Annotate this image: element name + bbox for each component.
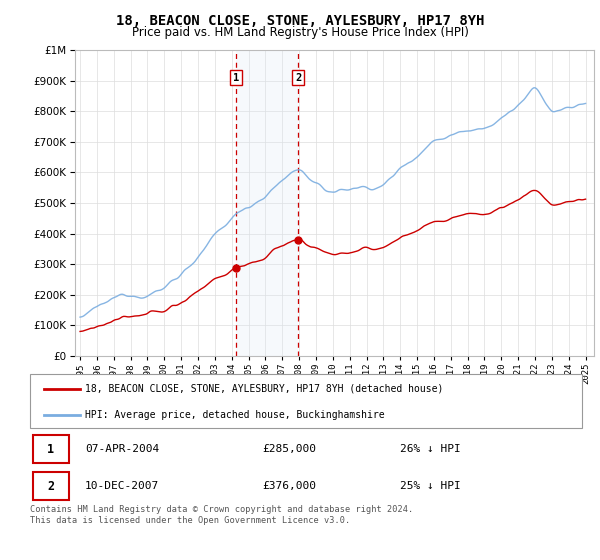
Text: 25% ↓ HPI: 25% ↓ HPI <box>400 481 461 491</box>
Text: 2: 2 <box>47 479 54 493</box>
Text: 10-DEC-2007: 10-DEC-2007 <box>85 481 160 491</box>
FancyBboxPatch shape <box>30 374 582 428</box>
Text: £376,000: £376,000 <box>262 481 316 491</box>
Text: 26% ↓ HPI: 26% ↓ HPI <box>400 444 461 454</box>
Text: 1: 1 <box>233 73 239 83</box>
Text: 18, BEACON CLOSE, STONE, AYLESBURY, HP17 8YH: 18, BEACON CLOSE, STONE, AYLESBURY, HP17… <box>116 14 484 28</box>
Text: Contains HM Land Registry data © Crown copyright and database right 2024.
This d: Contains HM Land Registry data © Crown c… <box>30 505 413 525</box>
Text: 1: 1 <box>47 442 54 456</box>
Bar <box>236 50 298 356</box>
Text: £285,000: £285,000 <box>262 444 316 454</box>
FancyBboxPatch shape <box>33 436 68 463</box>
Text: 2: 2 <box>295 73 301 83</box>
Text: Price paid vs. HM Land Registry's House Price Index (HPI): Price paid vs. HM Land Registry's House … <box>131 26 469 39</box>
Text: 18, BEACON CLOSE, STONE, AYLESBURY, HP17 8YH (detached house): 18, BEACON CLOSE, STONE, AYLESBURY, HP17… <box>85 384 443 394</box>
Text: HPI: Average price, detached house, Buckinghamshire: HPI: Average price, detached house, Buck… <box>85 410 385 419</box>
Text: 07-APR-2004: 07-APR-2004 <box>85 444 160 454</box>
FancyBboxPatch shape <box>33 473 68 500</box>
